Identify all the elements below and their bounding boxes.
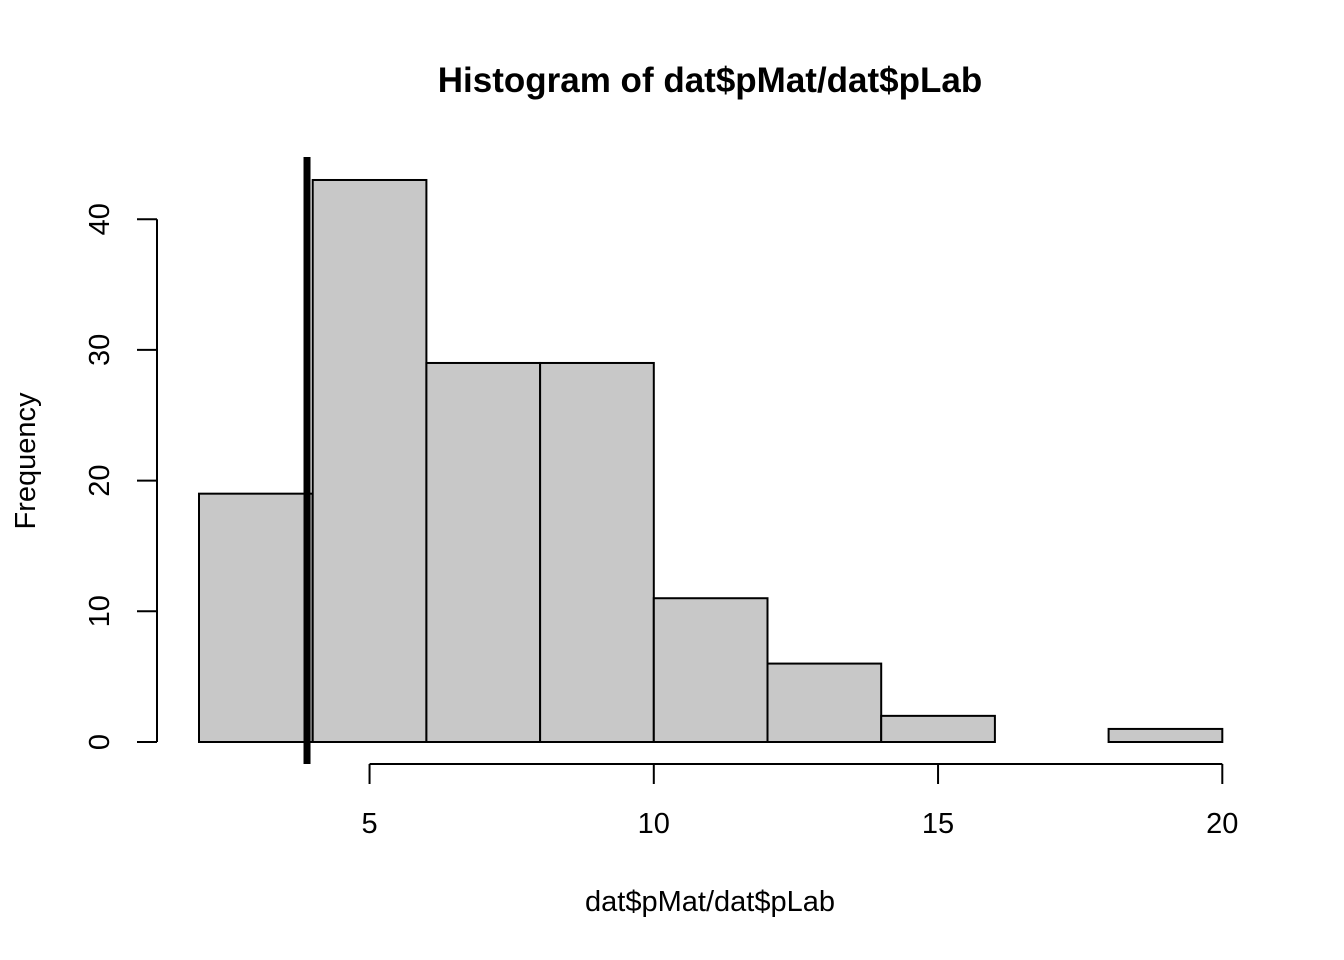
x-tick-label-15: 15	[922, 808, 954, 840]
histogram-bar-6-8	[425, 361, 542, 743]
histogram-bar-2-4	[198, 492, 314, 744]
histogram-bar-4-6	[311, 178, 428, 744]
chart-title: Histogram of dat$pMat/dat$pLab	[438, 61, 982, 100]
y-tick-label-30: 30	[84, 334, 116, 366]
y-tick-label-0: 0	[84, 734, 116, 750]
y-axis-label: Frequency	[10, 392, 42, 530]
y-tick-label-40: 40	[84, 203, 116, 235]
x-tick-label-20: 20	[1206, 808, 1238, 840]
x-axis-label: dat$pMat/dat$pLab	[585, 886, 835, 918]
bars-group	[198, 178, 1224, 744]
x-axis: 5 10 15 20	[361, 763, 1238, 840]
histogram-bar-10-12	[652, 597, 769, 743]
y-axis: 0 10 20 30 40	[84, 203, 158, 750]
histogram-bar-8-10	[539, 361, 655, 743]
histogram-bar-14-16	[880, 714, 996, 743]
histogram-bar-12-14	[766, 662, 883, 744]
x-tick-label-5: 5	[361, 808, 377, 840]
x-tick-label-10: 10	[638, 808, 670, 840]
histogram-bar-18-20	[1107, 727, 1224, 743]
y-tick-label-10: 10	[84, 595, 116, 627]
y-tick-label-20: 20	[84, 464, 116, 496]
